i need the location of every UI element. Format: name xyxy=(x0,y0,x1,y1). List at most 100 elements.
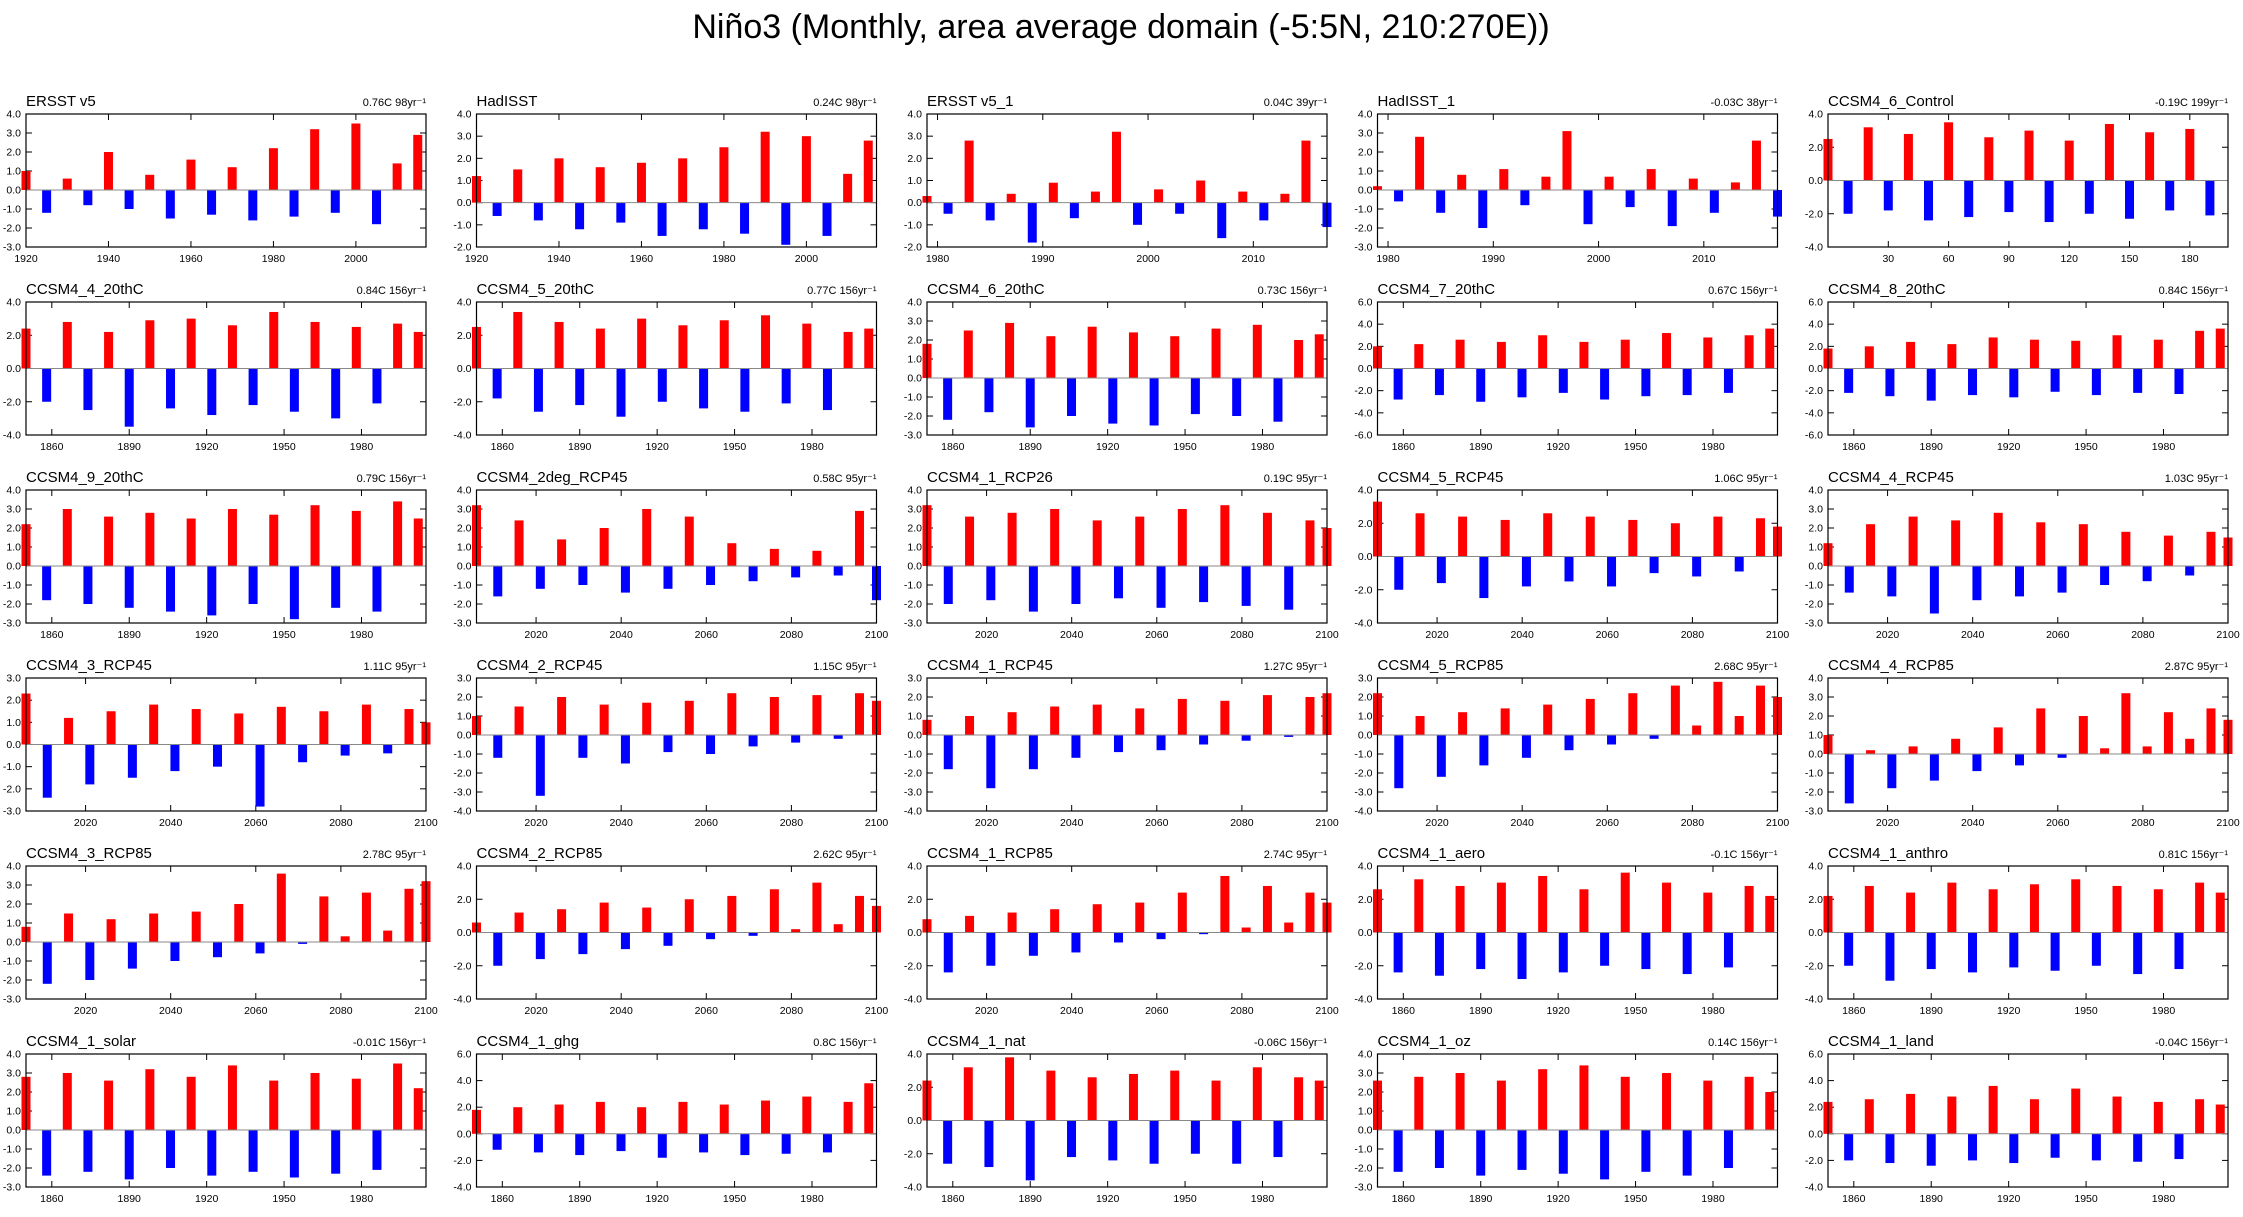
x-tick-label: 2100 xyxy=(1766,817,1790,829)
plot-frame xyxy=(1376,865,1779,1000)
y-tick-label: -4.0 xyxy=(904,806,922,818)
bar xyxy=(298,744,308,763)
y-tick-label: 3.0 xyxy=(1358,1068,1373,1080)
bar xyxy=(1028,932,1038,956)
bar xyxy=(943,378,953,420)
bar xyxy=(1071,932,1081,953)
trend-label: -0.1C 156yr⁻¹ xyxy=(1711,849,1778,861)
x-tick-label: 1950 xyxy=(723,441,747,453)
bar xyxy=(83,368,93,411)
y-tick-label: -4.0 xyxy=(1354,994,1372,1006)
bar xyxy=(1196,180,1206,203)
x-tick-label: 2060 xyxy=(1596,629,1620,641)
bar xyxy=(1393,368,1403,400)
x-tick-label: 1980 xyxy=(350,629,374,641)
bar xyxy=(42,744,52,798)
bar xyxy=(760,131,770,203)
bar xyxy=(535,566,545,589)
y-tick-label: 3.0 xyxy=(457,673,472,685)
bar xyxy=(62,178,72,190)
bar xyxy=(727,693,737,735)
x-tick-label: 2080 xyxy=(329,1005,353,1017)
bar xyxy=(2174,368,2184,394)
x-tick-label: 2020 xyxy=(975,629,999,641)
trend-label: 0.79C 156yr⁻¹ xyxy=(357,473,427,485)
bar xyxy=(514,520,524,566)
y-tick-label: 0.0 xyxy=(457,197,472,209)
bar xyxy=(2195,882,2205,933)
bar xyxy=(1968,368,1978,396)
bar xyxy=(843,1101,853,1134)
bar xyxy=(1607,556,1617,587)
bar xyxy=(1133,202,1143,225)
bar xyxy=(719,1104,729,1134)
bar xyxy=(1199,735,1209,745)
bar xyxy=(383,744,393,754)
bar xyxy=(289,566,299,620)
y-tick-label: 3.0 xyxy=(6,673,21,685)
bar xyxy=(1543,704,1553,735)
bar xyxy=(1944,122,1954,181)
bar xyxy=(106,711,116,745)
y-tick-label: -2.0 xyxy=(1354,385,1372,397)
y-tick-label: -1.0 xyxy=(1805,580,1823,592)
y-tick-label: 4.0 xyxy=(907,109,922,121)
bar xyxy=(1455,339,1465,369)
y-tick-label: 2.0 xyxy=(6,695,21,707)
x-tick-label: 2060 xyxy=(695,1005,719,1017)
y-tick-label: 2.0 xyxy=(1808,142,1823,154)
y-tick-label: 1.0 xyxy=(907,542,922,554)
y-tick-label: -3.0 xyxy=(3,994,21,1006)
bar xyxy=(1252,1067,1262,1121)
y-tick-label: -2.0 xyxy=(1354,223,1372,235)
bar xyxy=(1558,1130,1568,1174)
x-tick-label: 1980 xyxy=(926,253,950,265)
y-tick-label: 4.0 xyxy=(1358,1049,1373,1061)
x-tick-label: 2100 xyxy=(1766,629,1790,641)
bar xyxy=(1883,180,1893,211)
y-tick-label: 1.0 xyxy=(907,354,922,366)
x-tick-label: 2040 xyxy=(1511,629,1535,641)
x-tick-label: 1980 xyxy=(1701,1005,1725,1017)
bar xyxy=(1703,892,1713,933)
bar xyxy=(1414,344,1424,369)
y-tick-label: -1.0 xyxy=(1805,768,1823,780)
y-tick-label: 3.0 xyxy=(6,1068,21,1080)
trend-label: 1.06C 95yr⁻¹ xyxy=(1714,473,1778,485)
y-tick-label: 4.0 xyxy=(1358,319,1373,331)
bar xyxy=(1844,1133,1854,1161)
bar xyxy=(1496,1080,1506,1130)
bar xyxy=(1755,518,1765,557)
bar xyxy=(575,1133,585,1156)
x-tick-label: 2020 xyxy=(1876,817,1900,829)
bar xyxy=(1662,333,1672,369)
bar xyxy=(986,932,996,966)
bar xyxy=(833,566,843,576)
bar xyxy=(1744,885,1754,933)
x-tick-label: 1860 xyxy=(1392,1193,1416,1205)
bar xyxy=(1394,735,1404,789)
trend-label: 0.67C 156yr⁻¹ xyxy=(1708,285,1778,297)
panel-title: CCSM4_1_ghg xyxy=(477,1033,580,1050)
trend-label: 0.73C 156yr⁻¹ xyxy=(1258,285,1328,297)
bar xyxy=(1500,708,1510,735)
x-tick-label: 1860 xyxy=(1842,1193,1866,1205)
bar xyxy=(83,190,93,206)
bar xyxy=(719,147,729,203)
bar xyxy=(1670,523,1680,557)
y-tick-label: 0.0 xyxy=(457,927,472,939)
bar xyxy=(1273,1120,1283,1158)
bar xyxy=(513,169,523,203)
bar xyxy=(2009,932,2019,968)
y-tick-label: -2.0 xyxy=(904,1148,922,1160)
x-tick-label: 2060 xyxy=(2046,629,2070,641)
bar xyxy=(1071,566,1081,604)
bar xyxy=(595,328,605,369)
bar xyxy=(1844,566,1854,593)
y-tick-label: -2.0 xyxy=(453,599,471,611)
x-tick-label: 1950 xyxy=(2074,1005,2098,1017)
trend-label: 1.03C 95yr⁻¹ xyxy=(2165,473,2229,485)
bar xyxy=(620,566,630,593)
x-tick-label: 1980 xyxy=(2152,1005,2176,1017)
bar xyxy=(781,202,791,245)
